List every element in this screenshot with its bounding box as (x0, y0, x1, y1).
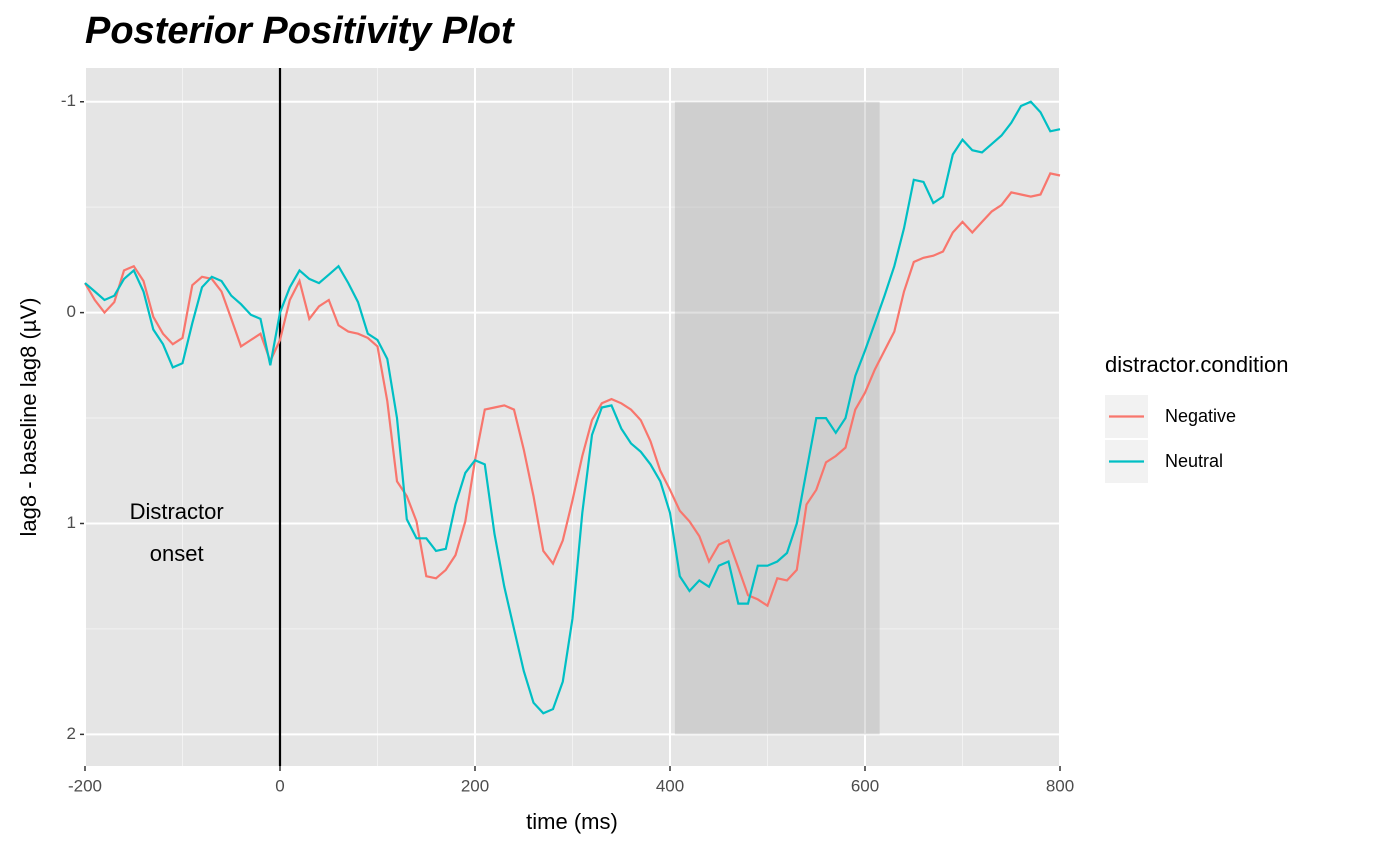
x-axis-label: time (ms) (526, 809, 618, 834)
annotation: onset (150, 541, 204, 566)
legend-label: Negative (1165, 406, 1236, 426)
y-tick-label: 2 (67, 724, 76, 743)
series-line (84, 100, 1061, 715)
legend-title: distractor.condition (1105, 352, 1288, 377)
y-axis-label: lag8 - baseline lag8 (µV) (16, 298, 41, 537)
y-tick-label: 1 (67, 513, 76, 532)
x-tick-label: -200 (68, 776, 102, 795)
x-tick-label: 600 (851, 776, 879, 795)
highlight-region (674, 101, 880, 735)
x-tick-label: 800 (1046, 776, 1074, 795)
legend-label: Neutral (1165, 451, 1223, 471)
series-line (84, 172, 1061, 608)
x-tick-label: 400 (656, 776, 684, 795)
chart-title: Posterior Positivity Plot (85, 10, 515, 52)
x-tick-label: 0 (275, 776, 284, 795)
y-tick-label: 0 (67, 302, 76, 321)
x-tick-label: 200 (461, 776, 489, 795)
y-tick-label: -1 (61, 91, 76, 110)
annotation: Distractor (130, 499, 224, 524)
